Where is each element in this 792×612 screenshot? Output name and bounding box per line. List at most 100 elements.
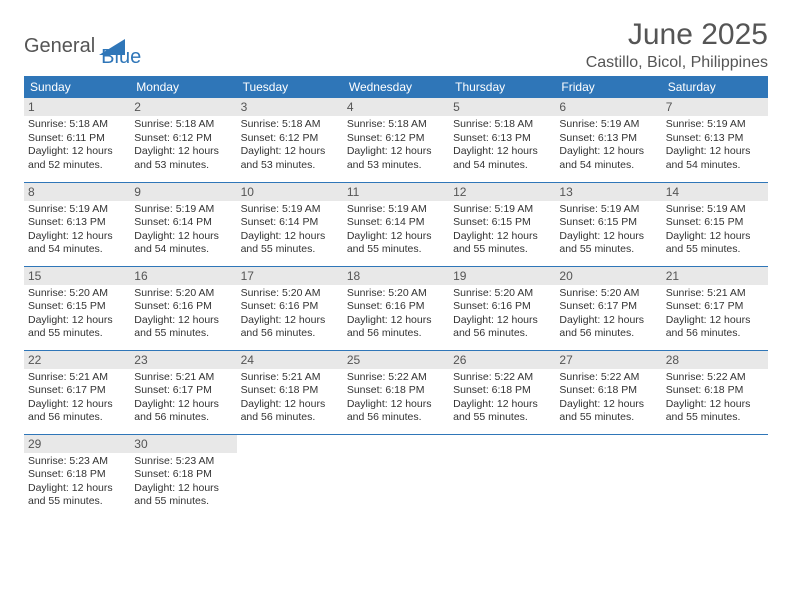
day-details: Sunrise: 5:19 AMSunset: 6:14 PMDaylight:… [134,203,232,258]
sunset-line: Sunset: 6:15 PM [666,216,764,230]
sunrise-line: Sunrise: 5:22 AM [453,371,551,385]
daylight-line: Daylight: 12 hours and 56 minutes. [347,398,445,425]
calendar-day-cell: 19Sunrise: 5:20 AMSunset: 6:16 PMDayligh… [449,266,555,350]
sunrise-line: Sunrise: 5:19 AM [666,118,764,132]
sunrise-line: Sunrise: 5:19 AM [453,203,551,217]
weekday-header-row: Sunday Monday Tuesday Wednesday Thursday… [24,76,768,98]
daylight-line: Daylight: 12 hours and 55 minutes. [666,230,764,257]
sunset-line: Sunset: 6:13 PM [666,132,764,146]
sunrise-line: Sunrise: 5:21 AM [28,371,126,385]
sunrise-line: Sunrise: 5:20 AM [241,287,339,301]
sunset-line: Sunset: 6:12 PM [347,132,445,146]
calendar-day-cell: 16 Sunrise: 5:20 AMSunset: 6:16 PMDayligh… [130,266,236,350]
calendar-day-cell: 24Sunrise: 5:21 AMSunset: 6:18 PMDayligh… [237,350,343,434]
day-details: Sunrise: 5:20 AMSunset: 6:16 PMDaylight:… [241,287,339,342]
header: General Blue June 2025 Castillo, Bicol, … [24,18,768,72]
sunrise-line: Sunrise: 5:23 AM [134,455,232,469]
sunset-line: Sunset: 6:13 PM [28,216,126,230]
day-number: 16 [130,267,236,285]
sunset-line: Sunset: 6:13 PM [559,132,657,146]
calendar-day-cell [343,434,449,518]
day-details: Sunrise: 5:19 AMSunset: 6:14 PMDaylight:… [241,203,339,258]
day-details: Sunrise: 5:20 AMSunset: 6:17 PMDaylight:… [559,287,657,342]
day-details: Sunrise: 5:18 AMSunset: 6:12 PMDaylight:… [347,118,445,173]
sunset-line: Sunset: 6:18 PM [347,384,445,398]
calendar-day-cell: 8Sunrise: 5:19 AMSunset: 6:13 PMDaylight… [24,182,130,266]
calendar-day-cell [449,434,555,518]
sunset-line: Sunset: 6:12 PM [241,132,339,146]
calendar-day-cell: 12Sunrise: 5:19 AMSunset: 6:15 PMDayligh… [449,182,555,266]
daylight-line: Daylight: 12 hours and 55 minutes. [28,482,126,509]
sunset-line: Sunset: 6:16 PM [241,300,339,314]
sunrise-line: Sunrise: 5:22 AM [666,371,764,385]
daylight-line: Daylight: 12 hours and 54 minutes. [666,145,764,172]
logo-word-2: Blue [101,46,141,69]
day-number: 11 [343,183,449,201]
day-number: 26 [449,351,555,369]
calendar-day-cell: 18Sunrise: 5:20 AMSunset: 6:16 PMDayligh… [343,266,449,350]
day-number: 8 [24,183,130,201]
calendar-day-cell: 11Sunrise: 5:19 AMSunset: 6:14 PMDayligh… [343,182,449,266]
day-details: Sunrise: 5:23 AMSunset: 6:18 PMDaylight:… [134,455,232,510]
day-details: Sunrise: 5:18 AMSunset: 6:11 PMDaylight:… [28,118,126,173]
calendar-day-cell [237,434,343,518]
day-number: 22 [24,351,130,369]
calendar-day-cell: 21Sunrise: 5:21 AMSunset: 6:17 PMDayligh… [662,266,768,350]
weekday-header: Wednesday [343,76,449,98]
day-number: 3 [237,98,343,116]
day-details: Sunrise: 5:20 AMSunset: 6:16 PMDaylight:… [134,287,232,342]
day-number: 2 [130,98,236,116]
day-number: 7 [662,98,768,116]
sunrise-line: Sunrise: 5:20 AM [559,287,657,301]
daylight-line: Daylight: 12 hours and 55 minutes. [134,314,232,341]
logo-word-1: General [24,35,95,58]
daylight-line: Daylight: 12 hours and 56 minutes. [241,398,339,425]
sunrise-line: Sunrise: 5:23 AM [28,455,126,469]
sunset-line: Sunset: 6:15 PM [453,216,551,230]
calendar-week-row: 29Sunrise: 5:23 AMSunset: 6:18 PMDayligh… [24,434,768,518]
sunset-line: Sunset: 6:17 PM [28,384,126,398]
day-number: 14 [662,183,768,201]
day-details: Sunrise: 5:22 AMSunset: 6:18 PMDaylight:… [347,371,445,426]
sunrise-line: Sunrise: 5:18 AM [28,118,126,132]
day-number: 28 [662,351,768,369]
sunrise-line: Sunrise: 5:19 AM [241,203,339,217]
calendar-day-cell: 15Sunrise: 5:20 AMSunset: 6:15 PMDayligh… [24,266,130,350]
sunrise-line: Sunrise: 5:21 AM [666,287,764,301]
daylight-line: Daylight: 12 hours and 54 minutes. [559,145,657,172]
day-details: Sunrise: 5:18 AMSunset: 6:12 PMDaylight:… [134,118,232,173]
sunset-line: Sunset: 6:14 PM [347,216,445,230]
sunrise-line: Sunrise: 5:19 AM [666,203,764,217]
sunrise-line: Sunrise: 5:19 AM [559,203,657,217]
calendar-week-row: 8 Sunrise: 5:19 AM Sunset: 6:13 PM Daylight… [24,182,768,266]
daylight-line: Daylight: 12 hours and 55 minutes. [241,230,339,257]
sunrise-line: Sunrise: 5:18 AM [453,118,551,132]
calendar-table: Sunday Monday Tuesday Wednesday Thursday… [24,76,768,518]
calendar-day-cell: 29Sunrise: 5:23 AMSunset: 6:18 PMDayligh… [24,434,130,518]
sunrise-line: Sunrise: 5:22 AM [347,371,445,385]
day-details: Sunrise: 5:18 AMSunset: 6:13 PMDaylight:… [453,118,551,173]
sunset-line: Sunset: 6:16 PM [134,300,232,314]
calendar-week-row: 15Sunrise: 5:20 AMSunset: 6:15 PMDayligh… [24,266,768,350]
day-details: Sunrise: 5:19 AMSunset: 6:13 PMDaylight:… [666,118,764,173]
calendar-day-cell: 6Sunrise: 5:19 AMSunset: 6:13 PMDaylight… [555,98,661,182]
sunset-line: Sunset: 6:14 PM [134,216,232,230]
sunset-line: Sunset: 6:18 PM [28,468,126,482]
day-details: Sunrise: 5:23 AMSunset: 6:18 PMDaylight:… [28,455,126,510]
sunrise-line: Sunrise: 5:20 AM [134,287,232,301]
daylight-line: Daylight: 12 hours and 55 minutes. [28,314,126,341]
calendar-day-cell: 30Sunrise: 5:23 AMSunset: 6:18 PMDayligh… [130,434,236,518]
sunset-line: Sunset: 6:13 PM [453,132,551,146]
sunrise-line: Sunrise: 5:20 AM [347,287,445,301]
sunset-line: Sunset: 6:17 PM [559,300,657,314]
sunrise-line: Sunrise: 5:21 AM [134,371,232,385]
sunset-line: Sunset: 6:15 PM [28,300,126,314]
calendar-day-cell: 20Sunrise: 5:20 AMSunset: 6:17 PMDayligh… [555,266,661,350]
day-details: Sunrise: 5:19 AMSunset: 6:15 PMDaylight:… [559,203,657,258]
daylight-line: Daylight: 12 hours and 56 minutes. [347,314,445,341]
day-number: 17 [237,267,343,285]
day-number: 27 [555,351,661,369]
day-number: 12 [449,183,555,201]
sunset-line: Sunset: 6:16 PM [453,300,551,314]
sunrise-line: Sunrise: 5:19 AM [347,203,445,217]
